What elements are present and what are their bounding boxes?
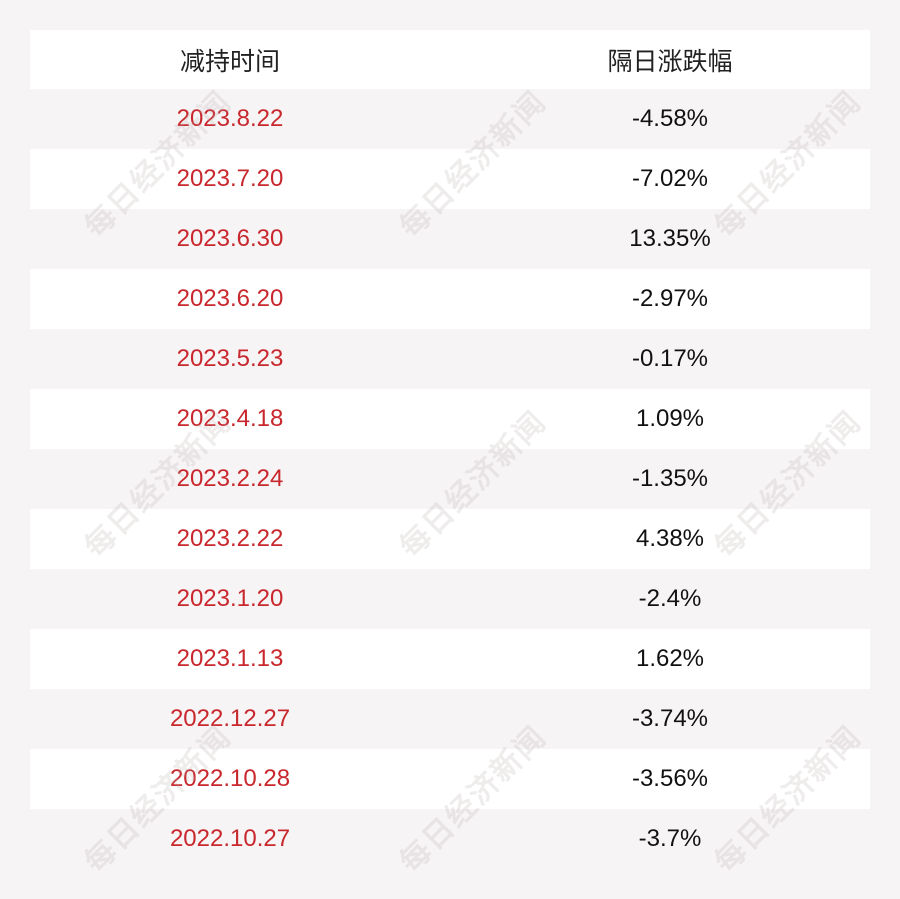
header-date: 减持时间 — [179, 47, 280, 76]
table-row: 2022.10.28 -3.56% — [30, 749, 870, 809]
date-cell: 2022.10.28 — [169, 765, 291, 792]
change-cell: 4.38% — [635, 525, 705, 552]
date-cell: 2022.10.27 — [169, 825, 291, 852]
date-cell: 2023.6.30 — [176, 225, 284, 252]
date-cell: 2023.1.13 — [176, 645, 284, 672]
table-row: 2022.10.27 -3.7% — [30, 809, 870, 869]
table-body: 2023.8.22 -4.58% 2023.7.20 -7.02% 2023.6.30 1… — [30, 89, 870, 869]
change-cell: -7.02% — [631, 165, 709, 192]
date-cell: 2023.2.22 — [176, 525, 284, 552]
table-row: 2022.12.27 -3.74% — [30, 689, 870, 749]
change-cell: -4.58% — [631, 105, 709, 132]
table-row: 2023.1.13 1.62% — [30, 629, 870, 689]
table-row: 2023.2.22 4.38% — [30, 509, 870, 569]
header-change: 隔日涨跌幅 — [607, 47, 733, 76]
table-row: 2023.6.30 13.35% — [30, 209, 870, 269]
date-cell: 2023.5.23 — [176, 345, 284, 372]
date-cell: 2023.7.20 — [176, 165, 284, 192]
date-cell: 2023.1.20 — [176, 585, 284, 612]
change-cell: -2.97% — [631, 285, 709, 312]
data-table: 减持时间 隔日涨跌幅 2023.8.22 -4.58% 2023.7.20 -7.02… — [30, 30, 870, 869]
change-cell: -3.56% — [631, 765, 709, 792]
table-row: 2023.4.18 1.09% — [30, 389, 870, 449]
table-row: 2023.1.20 -2.4% — [30, 569, 870, 629]
change-cell: 13.35% — [629, 225, 711, 252]
table-row: 2023.7.20 -7.02% — [30, 149, 870, 209]
change-cell: -1.35% — [631, 465, 709, 492]
change-cell: -3.74% — [631, 705, 709, 732]
table-row: 2023.6.20 -2.97% — [30, 269, 870, 329]
change-cell: -3.7% — [638, 825, 702, 852]
change-cell: -0.17% — [631, 345, 709, 372]
change-cell: 1.62% — [635, 645, 705, 672]
table-header: 减持时间 隔日涨跌幅 — [30, 30, 870, 89]
date-cell: 2023.4.18 — [176, 405, 284, 432]
table-row: 2023.5.23 -0.17% — [30, 329, 870, 389]
table-row: 2023.2.24 -1.35% — [30, 449, 870, 509]
change-cell: 1.09% — [635, 405, 705, 432]
change-cell: -2.4% — [638, 585, 702, 612]
date-cell: 2023.2.24 — [176, 465, 284, 492]
date-cell: 2022.12.27 — [169, 705, 291, 732]
table-row: 2023.8.22 -4.58% — [30, 89, 870, 149]
date-cell: 2023.6.20 — [176, 285, 284, 312]
date-cell: 2023.8.22 — [176, 105, 284, 132]
